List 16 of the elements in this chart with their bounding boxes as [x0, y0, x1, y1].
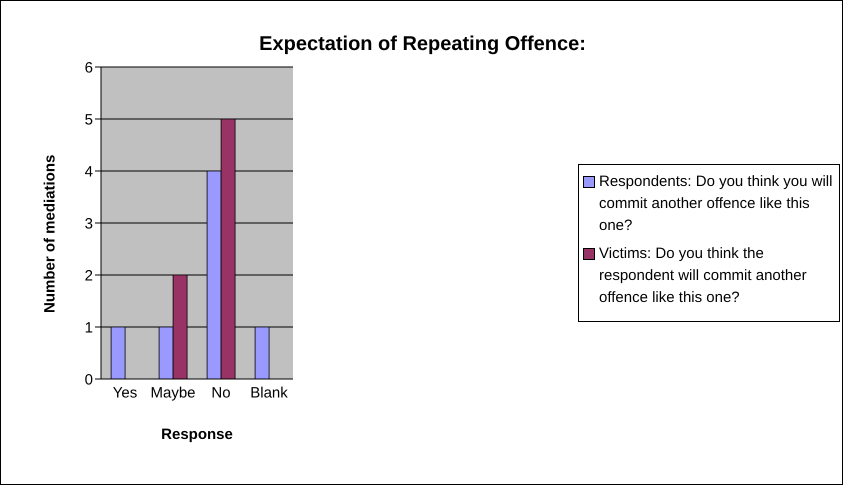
x-tick-label: Blank [250, 384, 288, 402]
x-tick-label: Maybe [150, 384, 196, 402]
y-tick-label: 2 [84, 267, 93, 284]
y-tick-label: 6 [84, 59, 93, 76]
y-tick-label: 0 [84, 371, 93, 388]
y-tick-label: 3 [84, 215, 93, 232]
y-tick-label: 4 [84, 163, 93, 180]
text: Expectation of Repeating Offence: [258, 33, 587, 56]
y-tick-label: 5 [84, 111, 93, 128]
y-tick-label: 1 [84, 319, 93, 336]
legend-label: Victims: Do you think the respondent will commit another offence like this one? [599, 244, 808, 308]
legend-label: Respondents: Do you think you will commit another offence like this one? [599, 172, 834, 236]
y-axis-title: Number of mediations [41, 154, 58, 313]
x-tick-label: Yes [112, 384, 138, 402]
x-tick-label: No [211, 384, 231, 402]
x-axis-title: Response [161, 426, 233, 443]
